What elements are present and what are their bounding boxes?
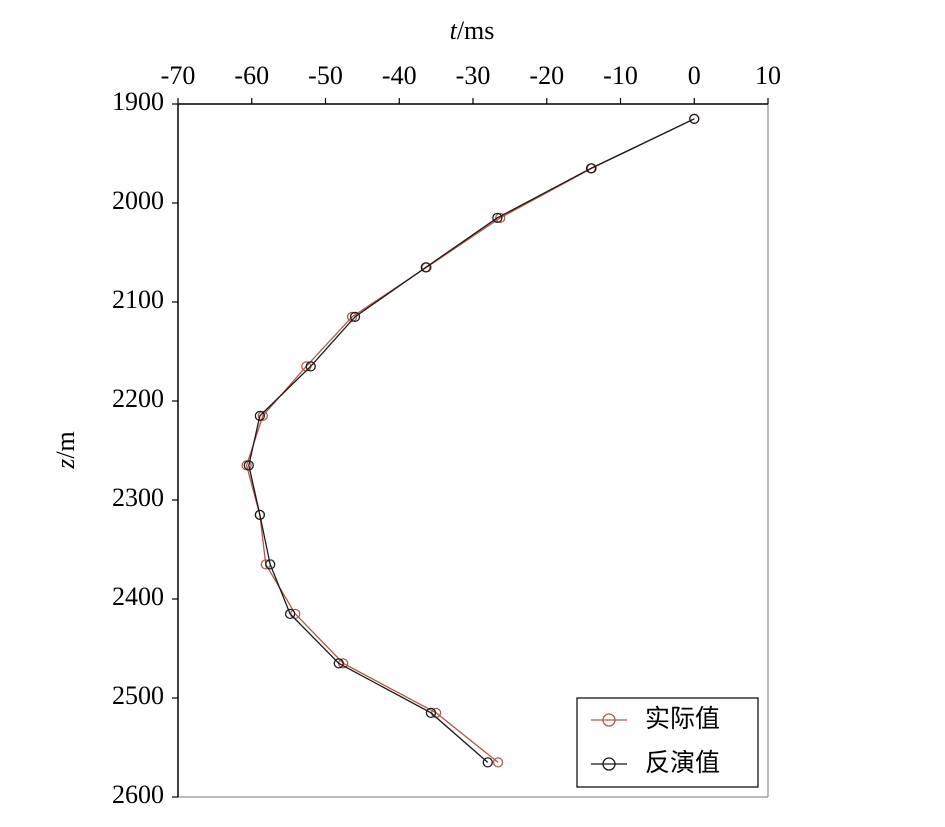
point: [585, 163, 597, 174]
x-tick-label: -20: [529, 61, 564, 90]
y-tick-label: 1900: [112, 87, 164, 116]
x-axis-label: t/ms: [450, 16, 495, 45]
x-tick-label: -30: [456, 61, 491, 90]
point: [349, 311, 361, 323]
x-tick-label: -10: [603, 61, 638, 90]
x-tick-label: 10: [755, 61, 781, 90]
point: [243, 460, 254, 471]
x-tick-label: -70: [161, 61, 196, 90]
point: [492, 757, 504, 768]
point: [254, 410, 266, 422]
series-line: [248, 118, 695, 763]
point: [492, 212, 503, 224]
point: [257, 410, 268, 422]
point: [482, 757, 493, 768]
legend-label: 实际值: [645, 704, 720, 733]
point: [425, 707, 437, 718]
legend-label: 反演值: [645, 748, 720, 777]
y-tick-label: 2500: [112, 681, 164, 710]
x-tick-label: -50: [308, 61, 343, 90]
x-tick-label: 0: [688, 61, 701, 90]
y-tick-label: 2000: [112, 186, 164, 215]
point: [265, 559, 276, 570]
y-tick-label: 2300: [112, 483, 164, 512]
legend-box: [576, 697, 759, 788]
legend-marker: [602, 757, 616, 771]
y-tick-label: 2100: [112, 285, 164, 314]
y-tick-label: 2200: [112, 384, 164, 413]
point: [495, 212, 506, 224]
x-tick-label: -40: [382, 61, 417, 90]
point: [284, 608, 296, 619]
y-tick-label: 2400: [112, 582, 164, 611]
point: [346, 311, 358, 323]
point: [333, 658, 344, 669]
point: [254, 509, 266, 520]
y-tick-label: 2600: [112, 780, 164, 809]
point: [305, 361, 316, 372]
point: [420, 262, 431, 273]
legend-marker: [602, 713, 616, 727]
x-tick-label: -60: [234, 61, 269, 90]
point: [689, 113, 700, 124]
series-line: [245, 118, 695, 763]
y-axis-label: z/m: [51, 431, 80, 470]
